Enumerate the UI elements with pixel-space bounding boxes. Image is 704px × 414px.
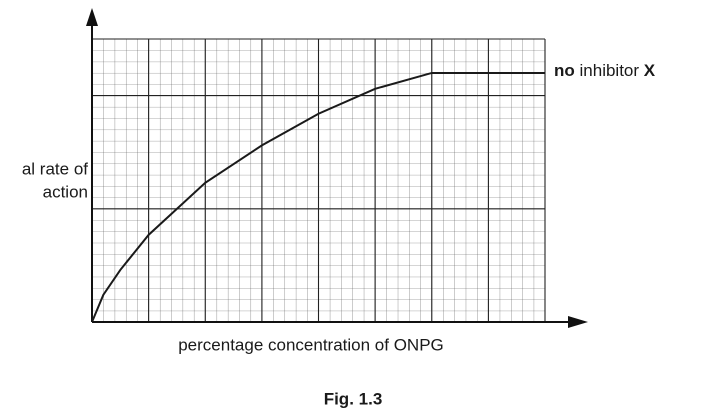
line-label-part: X (644, 61, 656, 80)
x-label: percentage concentration of ONPG (178, 335, 444, 354)
y-label: al rate of (22, 159, 88, 178)
axes (86, 8, 588, 328)
x-arrow (568, 316, 588, 328)
major-grid (92, 38, 546, 322)
caption: Fig. 1.3 (324, 389, 383, 408)
line-label-part: inhibitor (575, 61, 644, 80)
y-label: action (43, 182, 88, 201)
line-label-part: no (554, 61, 575, 80)
line-label: no inhibitor X (554, 61, 656, 80)
data-line (91, 71, 545, 323)
y-arrow (86, 8, 98, 26)
graph-paper (92, 38, 546, 322)
